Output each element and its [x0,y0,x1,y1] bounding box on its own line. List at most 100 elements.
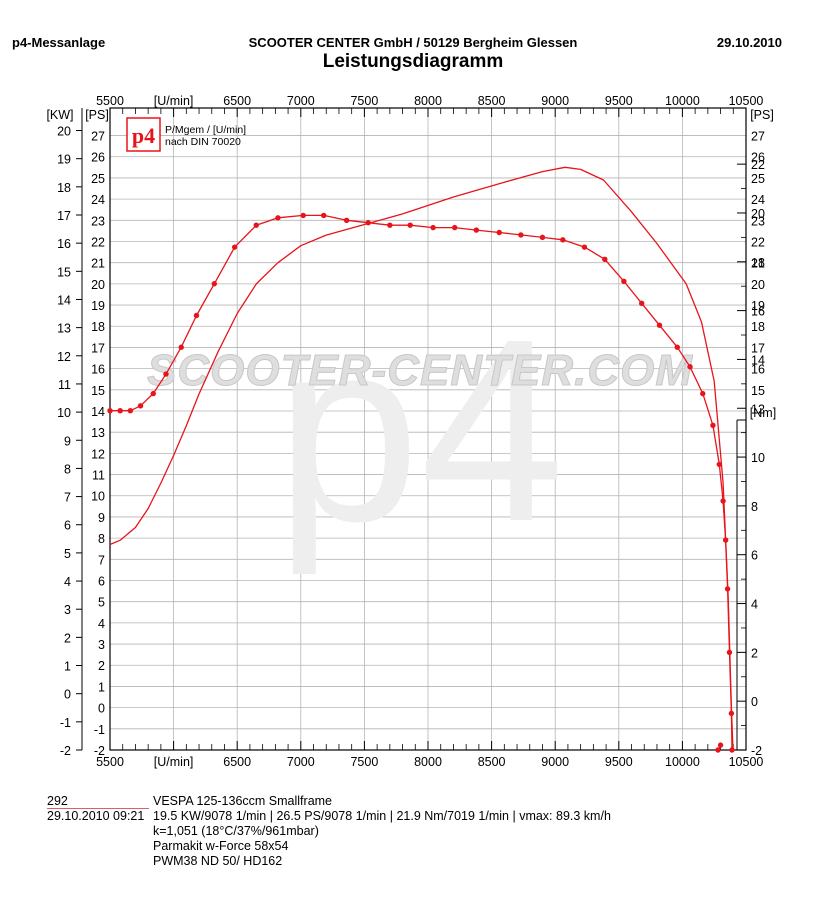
data-point [720,498,726,504]
x-tick-label-top: 9000 [541,94,569,108]
ps-tick-label-left: 18 [91,320,105,334]
kw-tick-label: 5 [64,547,71,561]
kw-tick-label: 18 [57,181,71,195]
ps-tick-label-left: 2 [98,659,105,673]
legend-line-1: P/Mgem / [U/min] [165,124,246,136]
data-point [496,229,502,236]
x-tick-label-bottom: 9500 [605,755,633,769]
ps-tick-label-right: 23 [751,214,765,228]
kw-tick-label: -1 [60,716,71,730]
x-tick-label-bottom: 8500 [478,755,506,769]
data-point [473,227,480,233]
data-point [150,390,156,397]
kit-line: Parmakit w-Force 58x54 [153,839,289,853]
x-tick-label-bottom: 10500 [729,755,764,769]
data-point [343,217,350,223]
grid [109,108,747,751]
x-tick-label-bottom: 7000 [287,755,315,769]
watermark: p4 SCOOTER-CENTER.COM [147,286,693,577]
kw-tick-label: 10 [57,406,71,420]
power-chart: p4 SCOOTER-CENTER.COM 55005500[U/min][U/… [46,94,776,769]
ps-tick-label-left: 17 [91,341,105,355]
kw-tick-label: 11 [58,378,71,392]
kw-axis-label: [KW] [46,108,73,122]
x-tick-label-bottom: 7500 [350,755,378,769]
data-point [178,344,184,350]
ps-tick-label-left: 25 [91,172,105,186]
data-point [407,222,413,228]
data-point [452,224,458,231]
kw-tick-label: 7 [64,491,71,505]
ps-tick-label-left: 8 [98,532,105,546]
series-line-p [109,166,734,751]
data-point [253,222,259,228]
ps-tick-label-right: 15 [751,384,765,398]
ps-tick-label-left: 22 [91,235,105,249]
data-point [715,747,721,753]
ps-tick-label-left: 0 [98,702,105,716]
p4-logo [126,117,161,152]
kw-tick-label: 6 [64,519,71,533]
data-point [387,222,393,228]
result-line: 19.5 KW/9078 1/min | 26.5 PS/9078 1/min … [153,809,611,823]
ps-tick-label-left: 19 [91,299,105,313]
data-point [300,212,306,219]
ps-tick-label-left: 5 [98,596,105,610]
data-point [722,537,729,543]
ps-tick-label-left: 7 [98,553,105,567]
nm-tick-label: 12 [751,402,765,416]
ps-tick-label-left: -2 [94,744,105,758]
ps-tick-label-right: 26 [751,151,765,165]
ps-tick-label-left: 15 [91,384,105,398]
x-tick-label-top: 10000 [665,94,700,108]
kw-tick-label: 13 [57,322,71,336]
correction-line: k=1,051 (18°C/37%/961mbar) [153,824,319,838]
x-tick-label-bottom: 5500 [96,755,124,769]
ps-tick-label-left: 20 [91,278,105,292]
nm-tick-label: -2 [751,744,762,758]
ps-tick-label-left: 14 [91,405,105,419]
x-tick-label-top: 8500 [478,94,506,108]
data-point [117,407,123,414]
data-point [602,256,608,263]
kw-tick-label: 20 [57,125,71,139]
header-date: 29.10.2010 [716,35,782,50]
nm-tick-label: 10 [751,451,765,465]
ps-tick-label-left: 27 [91,130,105,144]
nm-tick-label: 14 [751,353,765,367]
data-point [365,220,371,226]
ps-tick-label-left: 23 [91,214,105,228]
x-tick-label-bottom: [U/min] [154,755,194,769]
watermark-p4: p4 [275,286,564,577]
data-point [700,390,706,397]
nm-tick-label: 0 [751,695,758,709]
ps-tick-label-right: 24 [751,193,765,207]
ps-tick-label-right: 16 [751,363,765,377]
curves [107,166,735,753]
ps-axis-label-left: [PS] [85,108,109,122]
ps-tick-label-left: 6 [98,574,105,588]
data-point [638,300,645,306]
data-point [716,461,722,468]
kw-tick-label: 0 [64,688,71,702]
ps-tick-label-left: 13 [91,426,105,440]
page-title: Leistungsdiagramm [322,51,504,72]
data-point [560,237,566,243]
data-point [163,371,169,377]
watermark-text: SCOOTER-CENTER.COM [147,346,693,395]
ps-tick-label-right: 17 [751,341,765,355]
run-number: 292 [47,794,68,808]
kw-tick-label: 4 [64,575,71,589]
ps-tick-label-right: 25 [751,172,765,186]
ps-tick-label-right: 19 [751,299,765,313]
kw-tick-label: 3 [64,603,71,617]
x-tick-label-top: 10500 [729,94,764,108]
nm-axis-label: [Nm] [750,406,776,420]
x-tick-label-bottom: 6500 [223,755,251,769]
carb-line: PWM38 ND 50/ HD162 [153,854,283,868]
ps-tick-label-left: 3 [98,638,105,652]
ps-tick-label-left: 4 [98,617,105,631]
ps-tick-label-right: 21 [751,257,765,271]
header-company: SCOOTER CENTER GmbH / 50129 Bergheim Gle… [248,35,578,50]
nm-tick-label: 2 [751,646,758,660]
